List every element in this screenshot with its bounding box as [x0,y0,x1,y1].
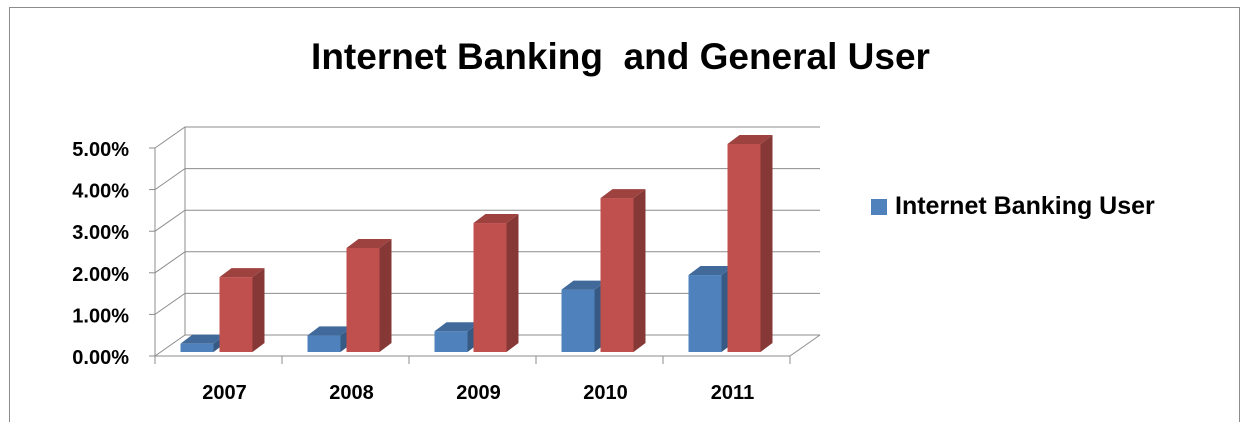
legend: Internet Banking User [871,192,1155,221]
bar-2010-1 [600,189,646,352]
gridline [154,168,820,191]
bar-2007-1 [219,268,265,352]
y-tick-label: 5.00% [72,139,129,161]
x-tick-label: 2010 [583,382,628,404]
bar-2009-0 [434,322,480,352]
y-tick-label: 1.00% [72,305,129,327]
y-tick-label: 0.00% [72,347,129,369]
y-tick-label: 4.00% [72,181,129,203]
bar-2007-0 [180,334,226,352]
axes [149,147,821,364]
x-tick-label: 2007 [202,382,247,404]
chart-title: Internet Banking and General User [311,36,930,77]
y-tick-label: 2.00% [72,264,129,286]
legend-label: Internet Banking User [895,192,1155,220]
bar-2008-0 [307,326,353,352]
bar-2010-0 [561,280,607,352]
x-tick-label: 2009 [456,382,501,404]
bar-2011-1 [727,135,773,352]
x-tick-label: 2008 [329,382,374,404]
gridline [154,126,820,149]
bar-2011-0 [688,266,734,352]
y-tick-label: 3.00% [72,222,129,244]
bar-2009-1 [473,214,519,352]
legend-swatch-internet-banking [871,198,887,215]
bar-2008-1 [346,239,392,352]
x-tick-label: 2011 [711,382,754,404]
tick-labels: 0.00% 1.00% 2.00% 3.00% 4.00% 5.00% 2007 2008 20… [72,139,754,404]
bars [180,135,773,352]
